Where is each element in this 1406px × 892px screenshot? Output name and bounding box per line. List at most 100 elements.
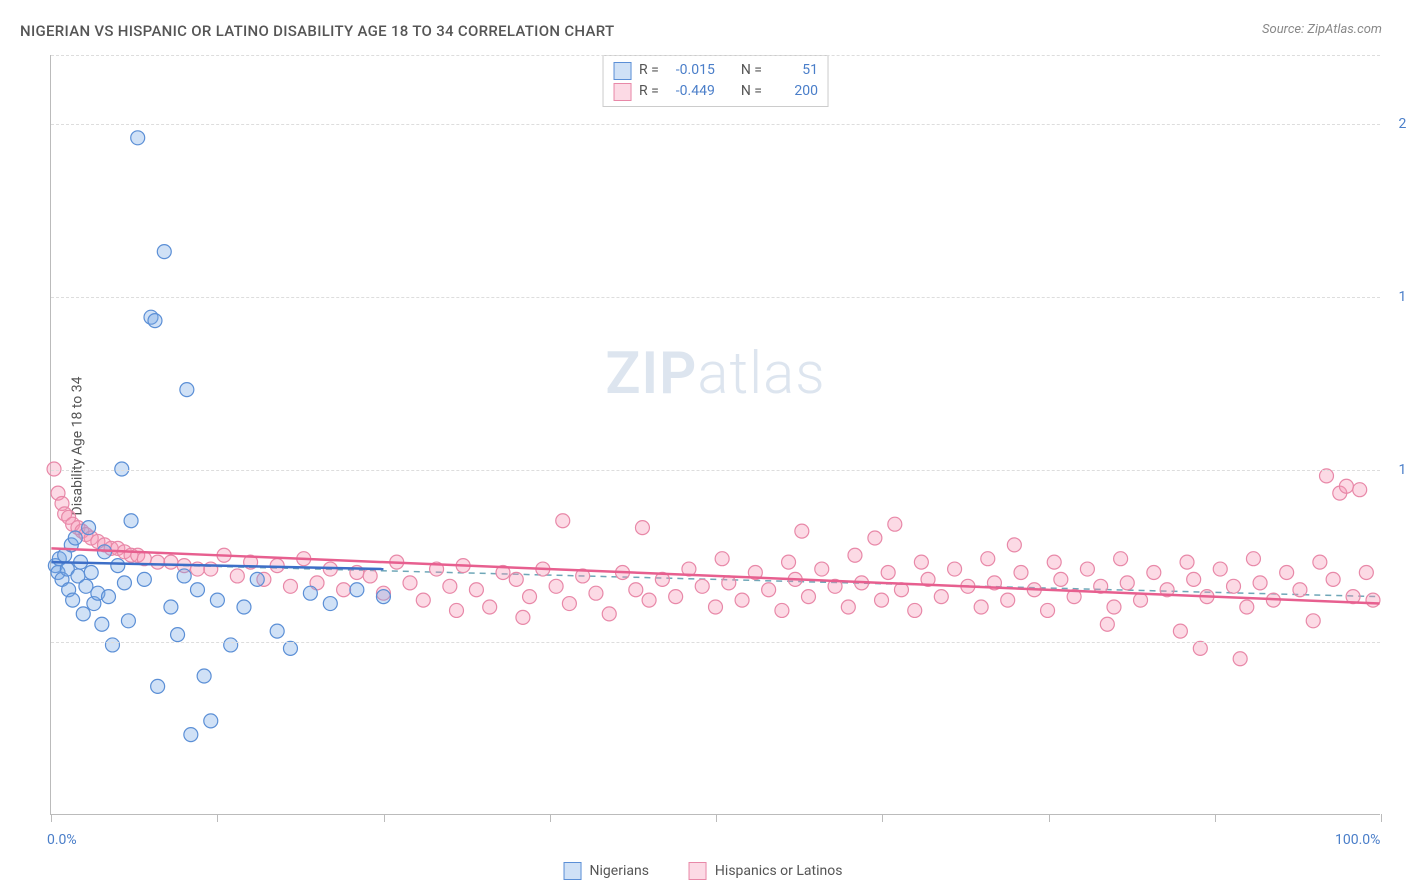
gridline xyxy=(51,55,1380,56)
chart-svg xyxy=(51,55,1380,814)
data-point xyxy=(164,600,178,614)
r-value-nigerians: -0.015 xyxy=(667,60,715,81)
data-point xyxy=(1001,593,1015,607)
n-value-nigerians: 51 xyxy=(770,60,818,81)
data-point xyxy=(1054,572,1068,586)
data-point xyxy=(1306,614,1320,628)
data-point xyxy=(1280,566,1294,580)
data-point xyxy=(1313,555,1327,569)
data-point xyxy=(1187,572,1201,586)
x-tick-label: 0.0% xyxy=(47,832,77,848)
data-point xyxy=(1366,593,1380,607)
data-point xyxy=(1233,652,1247,666)
r-label: R = xyxy=(639,60,659,81)
data-point xyxy=(1100,617,1114,631)
data-point xyxy=(164,555,178,569)
data-point xyxy=(124,514,138,528)
data-point xyxy=(881,566,895,580)
swatch-nigerians xyxy=(613,62,631,80)
y-tick-label: 10.0% xyxy=(1398,462,1406,478)
data-point xyxy=(695,579,709,593)
data-point xyxy=(841,600,855,614)
swatch-hispanics xyxy=(613,83,631,101)
data-point xyxy=(68,531,82,545)
data-point xyxy=(735,593,749,607)
data-point xyxy=(1014,566,1028,580)
data-point xyxy=(95,617,109,631)
source-attribution: Source: ZipAtlas.com xyxy=(1262,22,1382,37)
data-point xyxy=(801,590,815,604)
data-point xyxy=(157,245,171,259)
data-point xyxy=(1246,552,1260,566)
gridline xyxy=(51,470,1380,471)
x-tick xyxy=(716,814,717,822)
data-point xyxy=(270,624,284,638)
data-point xyxy=(224,638,238,652)
data-point xyxy=(1041,603,1055,617)
data-point xyxy=(914,555,928,569)
data-point xyxy=(443,579,457,593)
data-point xyxy=(875,593,889,607)
data-point xyxy=(137,572,151,586)
data-point xyxy=(469,583,483,597)
data-point xyxy=(815,562,829,576)
data-point xyxy=(523,590,537,604)
data-point xyxy=(848,548,862,562)
data-point xyxy=(549,579,563,593)
x-tick xyxy=(1215,814,1216,822)
data-point xyxy=(1240,600,1254,614)
data-point xyxy=(1173,624,1187,638)
data-point xyxy=(1293,583,1307,597)
swatch-nigerians xyxy=(564,862,582,880)
swatch-hispanics xyxy=(689,862,707,880)
data-point xyxy=(509,572,523,586)
legend-item-nigerians: Nigerians xyxy=(564,862,649,880)
data-point xyxy=(1193,641,1207,655)
data-point xyxy=(629,583,643,597)
data-point xyxy=(237,600,251,614)
y-tick-label: 20.0% xyxy=(1398,116,1406,132)
data-point xyxy=(1107,600,1121,614)
data-point xyxy=(101,590,115,604)
data-point xyxy=(111,559,125,573)
x-tick xyxy=(384,814,385,822)
data-point xyxy=(190,583,204,597)
x-tick xyxy=(1381,814,1382,822)
data-point xyxy=(1320,469,1334,483)
data-point xyxy=(762,583,776,597)
data-point xyxy=(981,552,995,566)
data-point xyxy=(230,569,244,583)
data-point xyxy=(1353,483,1367,497)
x-tick xyxy=(1049,814,1050,822)
stats-row-nigerians: R = -0.015 N = 51 xyxy=(613,60,818,81)
data-point xyxy=(82,521,96,535)
data-point xyxy=(350,583,364,597)
data-point xyxy=(171,628,185,642)
data-point xyxy=(589,586,603,600)
r-label: R = xyxy=(639,81,659,102)
data-point xyxy=(483,600,497,614)
data-point xyxy=(562,597,576,611)
data-point xyxy=(117,576,131,590)
data-point xyxy=(66,593,80,607)
n-label: N = xyxy=(741,81,762,102)
data-point xyxy=(121,614,135,628)
data-point xyxy=(210,593,224,607)
data-point xyxy=(722,576,736,590)
legend-label-hispanics: Hispanics or Latinos xyxy=(715,863,843,879)
data-point xyxy=(1180,555,1194,569)
data-point xyxy=(105,638,119,652)
data-point xyxy=(1339,479,1353,493)
data-point xyxy=(715,552,729,566)
data-point xyxy=(403,576,417,590)
data-point xyxy=(516,610,530,624)
data-point xyxy=(1147,566,1161,580)
chart-title: NIGERIAN VS HISPANIC OR LATINO DISABILIT… xyxy=(20,22,614,40)
legend-item-hispanics: Hispanics or Latinos xyxy=(689,862,843,880)
data-point xyxy=(131,131,145,145)
data-point xyxy=(204,714,218,728)
data-point xyxy=(323,597,337,611)
data-point xyxy=(197,669,211,683)
data-point xyxy=(1080,562,1094,576)
correlation-stats-box: R = -0.015 N = 51 R = -0.449 N = 200 xyxy=(602,55,829,107)
